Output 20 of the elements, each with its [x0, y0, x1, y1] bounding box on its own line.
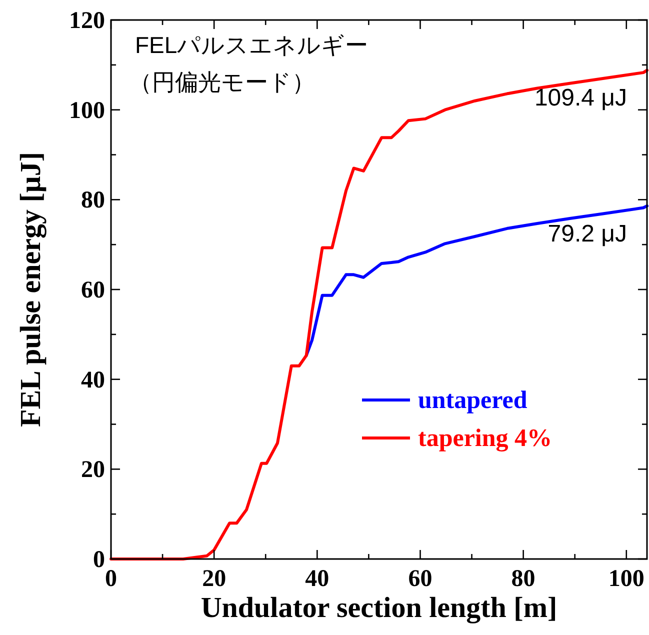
y-tick-label: 100	[69, 98, 105, 124]
x-tick-label: 20	[202, 566, 226, 592]
legend-label: tapering 4%	[418, 425, 552, 452]
annotation: 79.2 μJ	[548, 220, 627, 248]
text: FELパルスエネルギー	[135, 32, 368, 58]
y-tick-label: 40	[81, 367, 105, 394]
y-tick-label: 120	[69, 8, 105, 34]
x-axis-title: Undulator section length [m]	[200, 592, 558, 624]
y-tick-label: 80	[81, 188, 105, 214]
annotation: 109.4 μJ	[534, 84, 627, 112]
legend-label: untapered	[418, 387, 528, 414]
x-tick-label: 40	[305, 566, 330, 592]
x-tick-label: 80	[511, 566, 536, 592]
y-tick-label: 20	[81, 457, 105, 484]
x-tick-label: 60	[408, 566, 432, 592]
y-tick-label: 0	[93, 547, 105, 573]
x-tick-label: 100	[608, 566, 644, 592]
y-tick-label: 60	[81, 278, 105, 304]
y-axis-title: FEL pulse energy [μJ]	[15, 152, 47, 428]
text: （円偏光モード）	[129, 69, 315, 95]
